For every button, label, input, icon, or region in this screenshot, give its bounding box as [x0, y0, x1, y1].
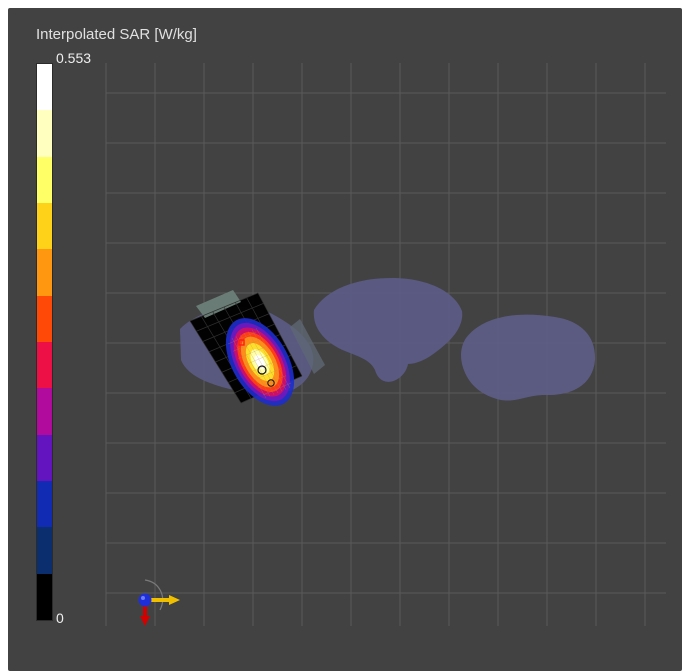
colorbar-swatch	[37, 527, 52, 574]
probe-grid-line	[189, 292, 259, 322]
colorbar-min-label: 0	[56, 610, 64, 626]
hotspot-grid-line	[247, 360, 277, 374]
colorbar-max-label: 0.553	[56, 50, 92, 66]
right-tissue	[461, 314, 596, 401]
colorbar-legend	[36, 63, 53, 621]
hotspot-grid-line	[252, 368, 282, 381]
colorbar-swatch	[37, 434, 52, 481]
center-tissue	[313, 278, 463, 382]
colorbar-swatch	[37, 573, 52, 620]
colorbar-swatch	[37, 249, 52, 296]
sar-hotspot	[225, 318, 295, 406]
scene-rendering	[105, 63, 666, 626]
hotspot-grid-line	[257, 375, 287, 388]
colorbar-title: Interpolated SAR [W/kg]	[36, 26, 197, 43]
z-axis-sphere-icon	[138, 593, 152, 607]
colorbar-swatch	[37, 480, 52, 528]
colorbar-swatch	[37, 341, 52, 389]
hotspot-grid-line	[232, 339, 262, 352]
measurement-markers	[238, 339, 275, 387]
hotspot-grid-line	[231, 337, 267, 399]
visualization-panel: Interpolated SAR [W/kg] 0.553 0	[8, 8, 682, 671]
hotspot-grid-line	[247, 331, 283, 392]
hotspot-grid-line	[251, 329, 287, 390]
orientation-gizmo[interactable]	[124, 578, 184, 626]
colorbar-swatch	[37, 295, 52, 342]
hotspot-grid-line	[262, 382, 292, 396]
colorbar-swatch	[37, 64, 52, 111]
3d-viewport[interactable]: Interpolated SAR [W/kg] 0.553 0	[8, 8, 682, 671]
colorbar-swatch	[37, 156, 52, 203]
colorbar-swatch	[37, 202, 52, 250]
probe-grid-line	[196, 303, 264, 332]
hotspot-grid-line	[255, 327, 291, 389]
hotspot-grid-line	[243, 332, 279, 394]
hotspot-grid-line	[237, 346, 267, 359]
hotspot-grid-line	[235, 336, 271, 397]
hotspot-grid-line	[242, 353, 272, 367]
hotspot-grid-line	[227, 331, 257, 345]
colorbar-swatch	[37, 110, 52, 157]
colorbar-swatch	[37, 388, 52, 435]
